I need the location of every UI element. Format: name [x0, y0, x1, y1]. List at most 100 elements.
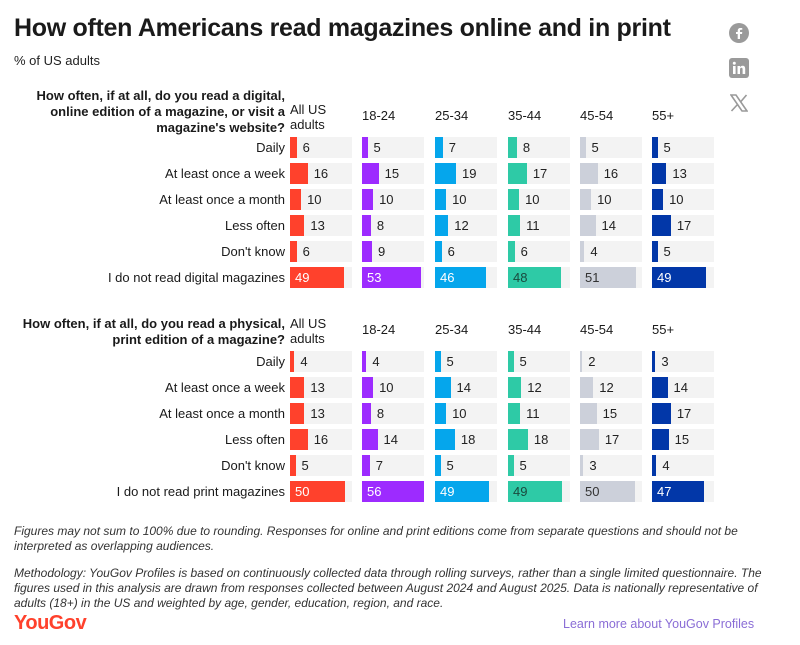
bar-cell: 5	[580, 137, 642, 158]
bar	[435, 189, 447, 210]
data-label: 3	[589, 458, 597, 473]
data-label: 48	[513, 270, 528, 285]
row-label: I do not read print magazines	[116, 484, 285, 499]
bar	[580, 215, 596, 236]
data-label: 14	[673, 380, 688, 395]
bar-cell: 10	[435, 189, 497, 210]
bar	[290, 241, 297, 262]
bar-cell: 49	[435, 481, 497, 502]
data-label: 12	[599, 380, 614, 395]
data-label: 5	[591, 140, 599, 155]
bar-cell: 10	[435, 403, 497, 424]
data-label: 49	[513, 484, 528, 499]
bar	[652, 403, 671, 424]
data-label: 5	[519, 458, 527, 473]
bar	[508, 429, 528, 450]
bar	[435, 137, 443, 158]
bar	[290, 137, 297, 158]
bar-cell: 4	[362, 351, 424, 372]
bar	[652, 215, 671, 236]
column-header: 18-24	[362, 322, 396, 337]
bar	[652, 241, 658, 262]
facebook-icon[interactable]	[728, 22, 750, 44]
bar-cell: 14	[652, 377, 714, 398]
bar	[508, 481, 563, 502]
data-label: 12	[527, 380, 542, 395]
learn-more-link[interactable]: Learn more about YouGov Profiles	[563, 617, 755, 631]
bar	[508, 377, 522, 398]
bar-cell: 10	[652, 189, 714, 210]
bar-cell: 18	[508, 429, 570, 450]
methodology-note: Methodology: YouGov Profiles is based on…	[14, 566, 762, 610]
data-label: 15	[384, 166, 400, 181]
bar-cell: 14	[435, 377, 497, 398]
bar	[290, 351, 295, 372]
bar-cell: 8	[362, 215, 424, 236]
data-label: 17	[532, 166, 548, 181]
data-label: 6	[302, 244, 310, 259]
bar-cell: 14	[362, 429, 424, 450]
bar	[508, 137, 517, 158]
row-label: Daily	[256, 140, 285, 155]
bar	[435, 481, 490, 502]
bar	[290, 163, 308, 184]
data-label: 17	[676, 218, 692, 233]
data-label: 15	[602, 406, 618, 421]
bar-cell: 8	[508, 137, 570, 158]
bar	[290, 189, 302, 210]
question-heading: How often, if at all, do you read a digi…	[36, 88, 285, 135]
data-label: 50	[585, 484, 600, 499]
question-heading: How often, if at all, do you read a phys…	[22, 316, 285, 347]
bar-cell: 16	[290, 429, 352, 450]
bar	[580, 189, 592, 210]
bar	[508, 215, 521, 236]
data-label: 7	[375, 458, 383, 473]
bar	[652, 351, 656, 372]
row-label: Don't know	[221, 458, 285, 473]
bar-cell: 6	[290, 241, 352, 262]
data-label: 6	[302, 140, 310, 155]
bar-cell: 18	[435, 429, 497, 450]
bar	[508, 455, 514, 476]
bar	[580, 241, 585, 262]
bar	[290, 215, 305, 236]
data-label: 12	[454, 218, 469, 233]
data-label: 10	[597, 192, 612, 207]
bar-cell: 50	[580, 481, 642, 502]
data-label: 8	[376, 406, 385, 421]
bar-cell: 5	[362, 137, 424, 158]
bar	[362, 137, 368, 158]
data-label: 2	[588, 354, 596, 369]
bar-cell: 11	[508, 403, 570, 424]
row-label: Less often	[225, 218, 285, 233]
bar	[290, 481, 346, 502]
row-label: Daily	[256, 354, 285, 369]
bar-cell: 12	[580, 377, 642, 398]
bar-cell: 13	[290, 403, 352, 424]
bar	[290, 377, 305, 398]
data-label: 4	[590, 244, 598, 259]
column-header: 35-44	[508, 108, 542, 123]
column-header: All US adults	[290, 102, 327, 132]
bar	[362, 267, 421, 288]
data-label: 16	[313, 166, 329, 181]
bar-cell: 8	[362, 403, 424, 424]
data-label: 17	[604, 432, 620, 447]
linkedin-icon[interactable]	[728, 57, 750, 79]
data-label: 10	[379, 380, 394, 395]
bar	[652, 137, 658, 158]
data-label: 6	[447, 244, 455, 259]
x-icon[interactable]	[728, 92, 750, 114]
bar-cell: 3	[580, 455, 642, 476]
data-label: 5	[373, 140, 381, 155]
bar	[435, 241, 442, 262]
bar	[508, 189, 520, 210]
bar-cell: 49	[290, 267, 352, 288]
bar	[362, 481, 424, 502]
data-label: 3	[661, 354, 669, 369]
data-label: 6	[520, 244, 528, 259]
bar-cell: 16	[580, 163, 642, 184]
bar-cell: 49	[508, 481, 570, 502]
column-header: 18-24	[362, 108, 396, 123]
column-header: All US adults	[290, 316, 327, 346]
